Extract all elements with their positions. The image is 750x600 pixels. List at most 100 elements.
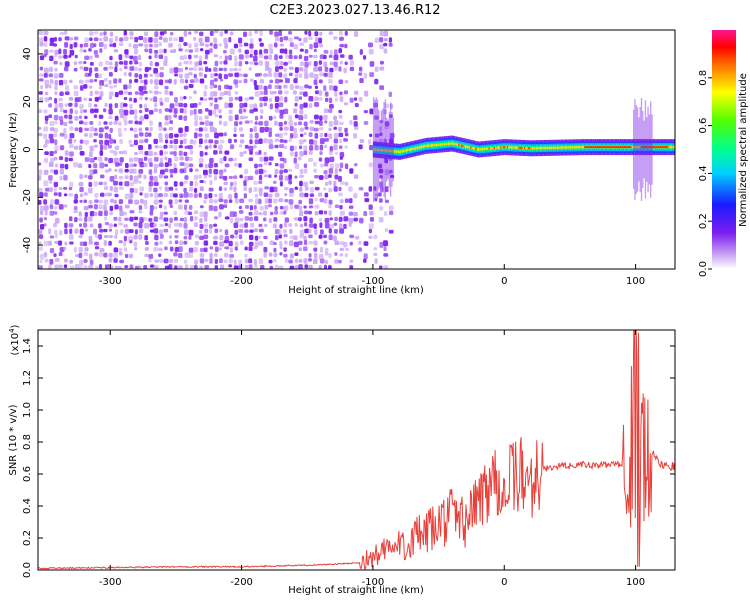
noise-cell (89, 55, 93, 60)
noise-cell (74, 193, 78, 200)
noise-cell (74, 115, 79, 121)
noise-cell (164, 168, 169, 173)
noise-cell (89, 145, 94, 152)
noise-cell (313, 73, 319, 80)
noise-cell (323, 264, 327, 269)
noise-cell (249, 205, 254, 211)
noise-cell (159, 102, 164, 106)
noise-cell (248, 67, 252, 71)
noise-cell (288, 259, 293, 264)
noise-cell (248, 246, 253, 252)
noise-cell (363, 211, 368, 217)
noise-cell (133, 180, 138, 184)
noise-cell (299, 223, 304, 228)
noise-cell (363, 253, 368, 260)
noise-cell (263, 138, 268, 144)
noise-cell (308, 103, 313, 108)
noise-cell (118, 162, 123, 167)
noise-cell (283, 73, 288, 79)
noise-cell (99, 192, 105, 197)
noise-cell (109, 37, 113, 43)
noise-cell (323, 240, 328, 245)
noise-cell (284, 258, 289, 263)
noise-cell (304, 228, 310, 234)
noise-cell (158, 138, 163, 143)
noise-cell (244, 253, 248, 258)
noise-cell (199, 31, 204, 37)
noise-cell (279, 144, 285, 149)
noise-cell (144, 132, 149, 138)
transient-burst (389, 102, 392, 197)
noise-cell (254, 193, 259, 198)
noise-cell (153, 187, 158, 193)
noise-cell (223, 168, 227, 173)
noise-cell (149, 210, 154, 216)
noise-cell (258, 240, 264, 246)
noise-cell (213, 175, 218, 181)
noise-cell (98, 114, 104, 119)
noise-cell (124, 204, 130, 209)
noise-cell (168, 199, 173, 205)
signal-core (665, 146, 668, 149)
noise-cell (59, 145, 65, 151)
noise-cell (358, 72, 363, 76)
noise-cell (318, 217, 323, 222)
noise-cell (128, 97, 133, 102)
noise-cell (134, 91, 139, 95)
noise-cell (264, 186, 270, 190)
noise-cell (244, 54, 250, 59)
noise-cell (384, 121, 390, 127)
noise-cell (284, 96, 288, 103)
noise-cell (113, 247, 119, 253)
noise-cell (244, 246, 248, 251)
noise-cell (44, 151, 49, 155)
noise-cell (278, 174, 283, 181)
signal-band (531, 147, 534, 150)
noise-cell (308, 157, 313, 162)
signal-band (575, 146, 577, 149)
noise-cell (213, 223, 218, 227)
noise-cell (159, 186, 163, 191)
noise-cell (184, 73, 190, 79)
noise-cell (193, 210, 199, 215)
signal-core (529, 147, 532, 150)
noise-cell (224, 235, 230, 242)
noise-cell (173, 163, 177, 170)
signal-band (537, 146, 539, 150)
noise-cell (304, 30, 308, 35)
noise-cell (143, 199, 148, 205)
noise-cell (108, 223, 113, 228)
noise-cell (299, 127, 304, 132)
noise-cell (114, 145, 120, 151)
colorbar-ticks: 0.00.20.40.60.8 (698, 70, 712, 277)
noise-cell (84, 127, 90, 131)
noise-cell (379, 66, 385, 71)
noise-cell (144, 127, 149, 131)
noise-cell (163, 192, 169, 198)
noise-cell (283, 247, 287, 252)
noise-cell (183, 222, 188, 229)
noise-cell (323, 234, 327, 239)
noise-cell (339, 205, 343, 210)
noise-cell (244, 120, 250, 124)
noise-cell (213, 235, 219, 240)
noise-cell (213, 163, 218, 168)
noise-cell (379, 120, 384, 124)
noise-cell (314, 186, 320, 191)
noise-cell (213, 78, 218, 82)
noise-cell (238, 264, 242, 269)
noise-cell (63, 127, 67, 134)
noise-cell (273, 72, 279, 78)
noise-cell (209, 42, 213, 47)
transient-burst (379, 120, 381, 179)
noise-cell (84, 228, 89, 232)
noise-cell (283, 145, 287, 150)
noise-cell (239, 139, 245, 144)
noise-cell (289, 145, 295, 152)
noise-cell (369, 108, 374, 115)
noise-cell (248, 258, 253, 264)
signal-band (375, 148, 377, 151)
noise-cell (244, 49, 249, 55)
noise-cell (349, 168, 354, 174)
noise-cell (178, 73, 183, 79)
